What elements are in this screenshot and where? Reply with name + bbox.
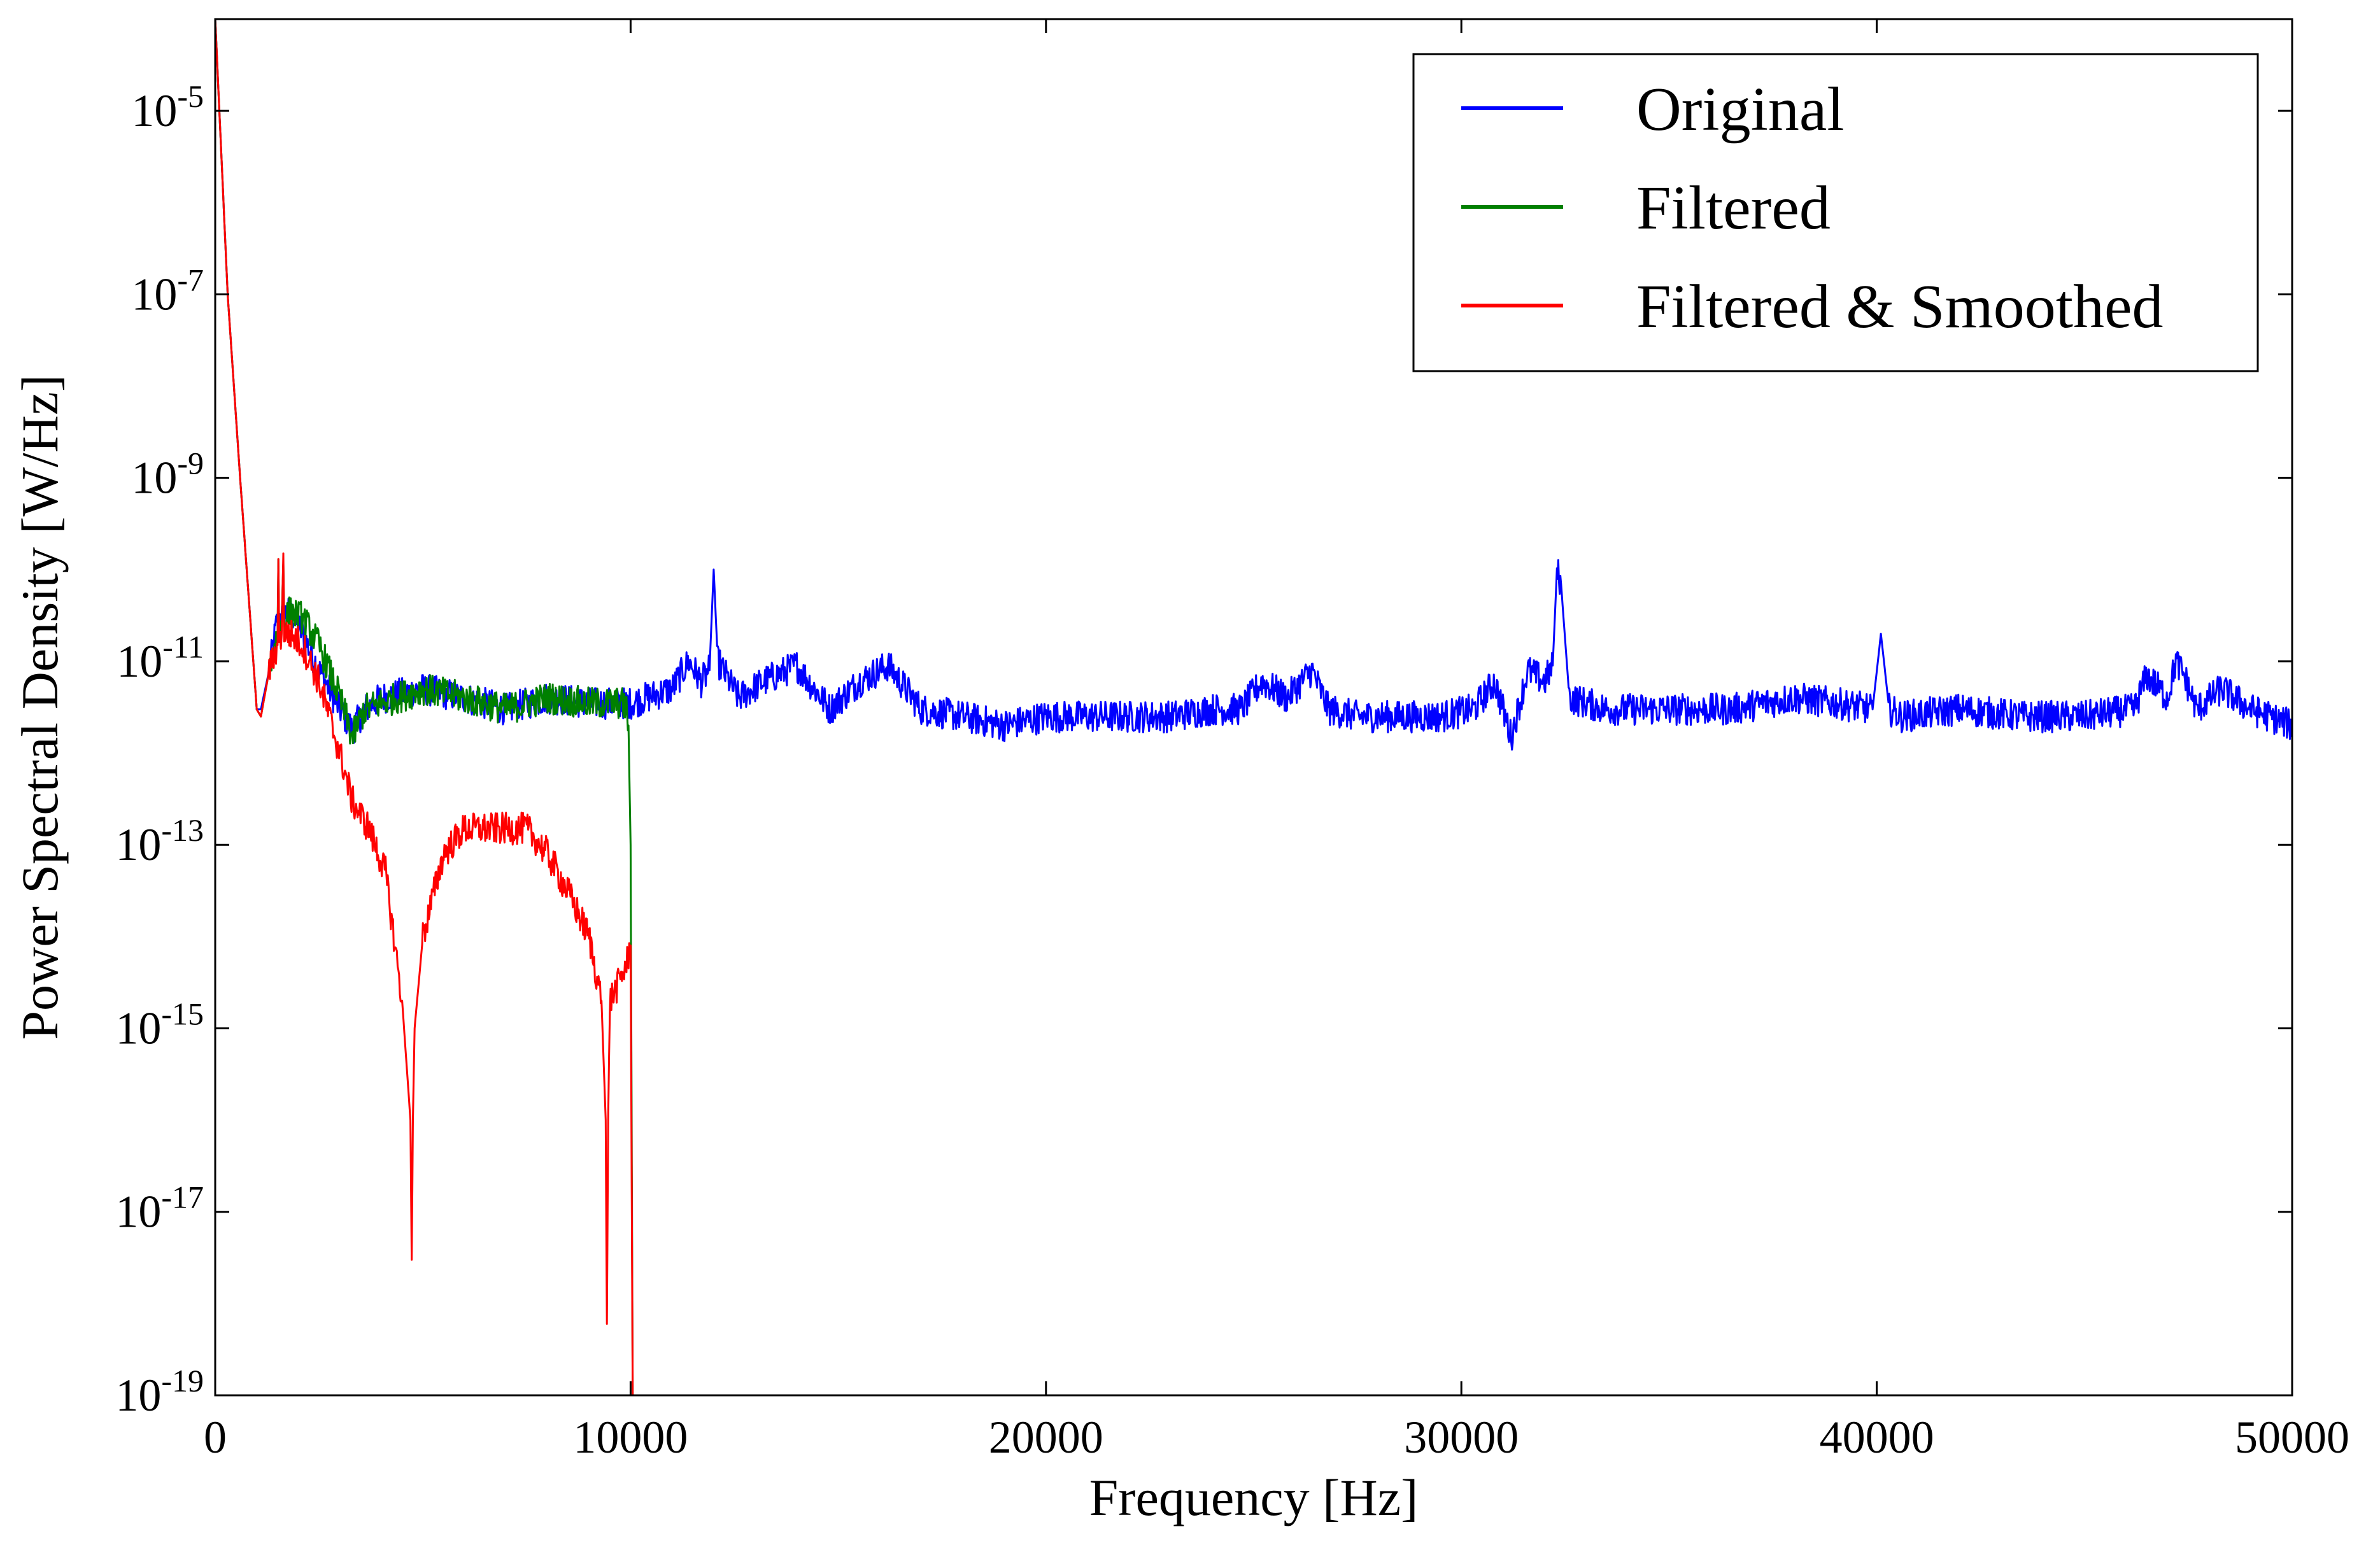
legend: Original Filtered Filtered & Smoothed xyxy=(1412,53,2259,372)
y-axis-label: Power Spectral Density [W/Hz] xyxy=(11,374,69,1039)
x-tick-label: 50000 xyxy=(2235,1412,2349,1463)
y-tick-label: 10-11 xyxy=(117,629,204,687)
y-tick-label: 10-17 xyxy=(115,1180,204,1237)
y-tick-exponent: -13 xyxy=(161,812,204,848)
y-tick-label: 10-7 xyxy=(131,262,204,320)
legend-label: Original xyxy=(1636,75,1845,144)
x-tick-label: 40000 xyxy=(1820,1412,1934,1463)
y-tick-exponent: -15 xyxy=(161,996,204,1031)
y-tick-base: 10 xyxy=(117,636,162,687)
y-tick-exponent: -7 xyxy=(177,262,204,297)
y-tick-base: 10 xyxy=(131,453,177,504)
x-tick-label: 0 xyxy=(204,1412,227,1463)
y-tick-exponent: -11 xyxy=(162,629,204,665)
y-tick-base: 10 xyxy=(115,1187,161,1237)
y-tick-label: 10-15 xyxy=(115,996,204,1053)
x-tick-label: 20000 xyxy=(989,1412,1103,1463)
legend-label: Filtered & Smoothed xyxy=(1636,272,2164,341)
legend-label: Filtered xyxy=(1636,174,1831,243)
y-tick-base: 10 xyxy=(115,1370,161,1421)
plot-frame xyxy=(214,18,2293,1397)
y-tick-label: 10-19 xyxy=(115,1363,204,1421)
series-layer xyxy=(214,18,2293,1396)
y-tick-base: 10 xyxy=(115,1003,161,1053)
y-tick-exponent: -19 xyxy=(161,1363,204,1399)
y-tick-exponent: -17 xyxy=(161,1180,204,1215)
y-tick-exponent: -9 xyxy=(177,446,204,481)
series-line-filtered-smoothed xyxy=(214,18,634,1396)
y-tick-label: 10-5 xyxy=(131,78,204,136)
y-tick-base: 10 xyxy=(131,85,177,136)
x-tick-label: 30000 xyxy=(1404,1412,1519,1463)
x-tick-label: 10000 xyxy=(573,1412,688,1463)
x-axis-label: Frequency [Hz] xyxy=(1089,1469,1419,1526)
y-tick-exponent: -5 xyxy=(177,78,204,114)
y-tick-label: 10-9 xyxy=(131,446,204,504)
y-tick-base: 10 xyxy=(115,819,161,870)
ticks-layer: 0 10000 20000 30000 40000 5000010-510-710-910… xyxy=(115,19,2349,1463)
y-tick-label: 10-13 xyxy=(115,812,204,870)
y-tick-base: 10 xyxy=(131,269,177,320)
